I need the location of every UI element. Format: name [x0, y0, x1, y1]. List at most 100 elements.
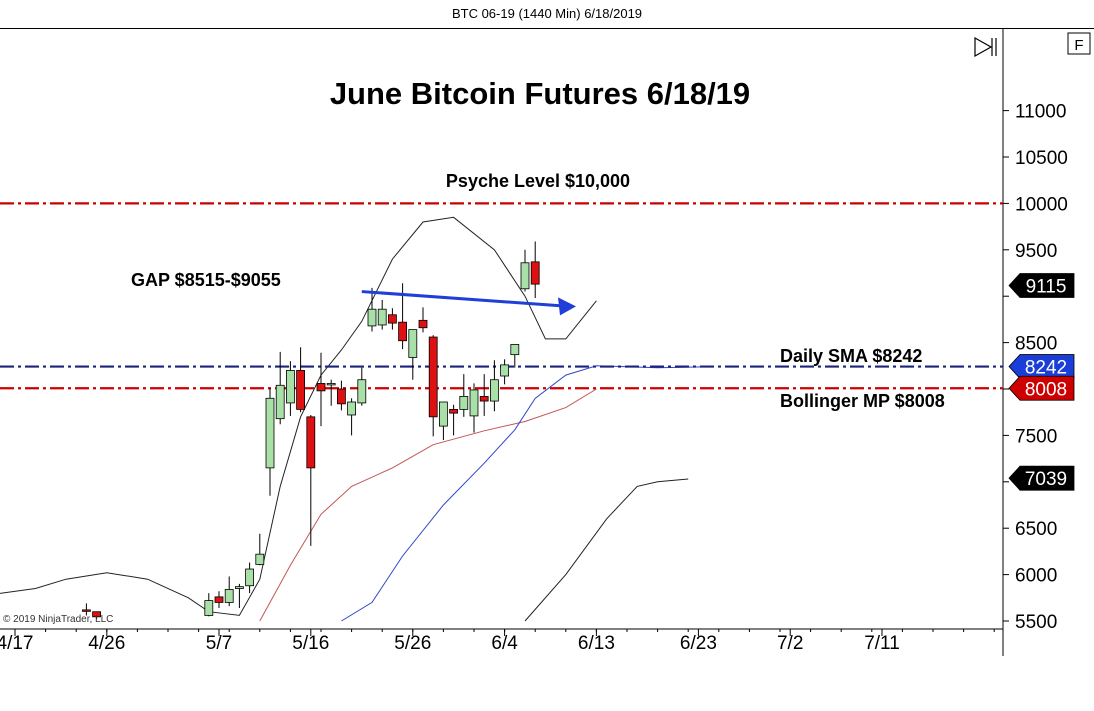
chart-window-title: BTC 06-19 (1440 Min) 6/18/2019	[451, 6, 643, 21]
candle-up	[469, 383, 479, 433]
price-badge-shape	[1008, 375, 1075, 401]
candle-body	[449, 409, 459, 414]
candle-down	[92, 611, 101, 620]
psyche-level-label: Psyche Level $10,000	[446, 171, 630, 191]
y-tick-label: 9500	[1015, 241, 1057, 262]
candle-up	[326, 379, 336, 406]
candle-body	[459, 396, 469, 410]
candle-up	[204, 593, 214, 617]
candle-body	[469, 389, 479, 417]
candle-down	[418, 307, 428, 333]
y-tick-label: 8500	[1015, 334, 1057, 355]
candle-down	[82, 603, 91, 616]
x-tick-label: 6/4	[491, 633, 518, 654]
candle-body	[530, 261, 540, 285]
plot-area[interactable]	[0, 29, 1003, 629]
chart-header: BTC 06-19 (1440 Min) 6/18/2019	[0, 0, 1094, 29]
candle-up	[285, 361, 295, 416]
candle-body	[326, 383, 336, 386]
candle-down	[479, 374, 489, 416]
arrow-shaft	[361, 290, 563, 308]
candle-up	[255, 533, 265, 566]
daily-sma-label: Daily SMA $8242	[780, 346, 922, 366]
x-tick-label: 7/2	[777, 633, 803, 654]
f-button-label: F	[1074, 37, 1083, 54]
candle-up	[245, 562, 255, 594]
price-badge: 7039	[1008, 465, 1075, 491]
candle-up	[510, 344, 520, 368]
candle-body	[520, 262, 530, 290]
y-axis: 5500 6000 6500 7500 8500 9500 10000 10500 11000	[1003, 102, 1068, 633]
candle-up	[500, 359, 510, 385]
candle-up	[265, 388, 275, 496]
bollinger-mp-label: Bollinger MP $8008	[780, 391, 945, 411]
candle-down	[336, 380, 346, 411]
x-tick-label: 5/16	[292, 633, 329, 654]
candle-body	[377, 308, 387, 326]
candle-body	[408, 329, 418, 358]
lower-band-line	[341, 365, 709, 622]
candle-body	[265, 397, 275, 469]
y-tick-label: 7500	[1015, 426, 1057, 447]
candle-down	[306, 414, 316, 546]
price-badge-shape	[1008, 354, 1075, 379]
y-tick-label: 6500	[1015, 519, 1057, 540]
candle-up	[347, 398, 357, 436]
jump-to-end-icon[interactable]	[974, 36, 997, 58]
candle-up	[357, 367, 367, 406]
bollinger-bands	[0, 216, 709, 622]
price-badge: 9115	[1008, 273, 1075, 298]
x-tick-label: 5/26	[394, 633, 431, 654]
candle-up	[367, 287, 377, 332]
candle-body	[275, 384, 285, 420]
candle-down	[387, 308, 397, 330]
y-tick-label: 6000	[1015, 566, 1057, 587]
candle-body	[296, 370, 306, 410]
price-badge-label: 7039	[1025, 469, 1067, 490]
candle-down	[428, 335, 438, 437]
y-tick-label: 10500	[1015, 148, 1068, 169]
candle-body	[285, 370, 295, 404]
f-button[interactable]: F	[1067, 32, 1091, 55]
candle-body	[306, 416, 316, 469]
middle-band-line	[259, 388, 597, 622]
candle-up	[459, 374, 469, 417]
candle-up	[438, 401, 448, 441]
candle-up	[275, 351, 285, 425]
candle-body	[418, 319, 428, 329]
price-badge: 8242	[1008, 354, 1075, 379]
candle-body	[255, 553, 265, 565]
x-tick-label: 4/26	[88, 633, 125, 654]
candle-body	[214, 596, 224, 603]
price-badge-label: 8242	[1025, 358, 1067, 379]
candle-body	[82, 609, 91, 612]
price-badge-shape	[1008, 465, 1075, 491]
price-badge: 8008	[1008, 375, 1075, 401]
candle-down	[316, 352, 326, 427]
candle-body	[316, 383, 326, 392]
candle-body	[234, 586, 244, 589]
candle-down	[296, 347, 306, 413]
candle-body	[500, 364, 510, 377]
candle-down	[530, 241, 540, 299]
x-axis: 4/17 4/26 5/7 5/16 5/26 6/4 6/13 6/23 7/2 7/11	[0, 629, 995, 654]
x-tick-label: 6/23	[680, 633, 717, 654]
candle-body	[245, 568, 255, 587]
price-badge-label: 9115	[1026, 277, 1067, 298]
candle-body	[367, 308, 377, 327]
candle-body	[336, 388, 346, 405]
candle-up	[224, 576, 234, 607]
upper-band-line	[0, 216, 597, 616]
forecast-band-line	[524, 478, 689, 622]
copyright-text: © 2019 NinjaTrader, LLC	[3, 614, 113, 625]
candle-body	[347, 401, 357, 416]
price-badge-shape	[1008, 273, 1075, 298]
x-tick-label: 7/11	[864, 633, 900, 654]
x-tick-label: 4/17	[0, 633, 33, 654]
candle-up	[520, 249, 530, 292]
y-tick-label: 10000	[1015, 194, 1068, 215]
candle-body	[510, 344, 520, 356]
candle-body	[357, 379, 367, 404]
